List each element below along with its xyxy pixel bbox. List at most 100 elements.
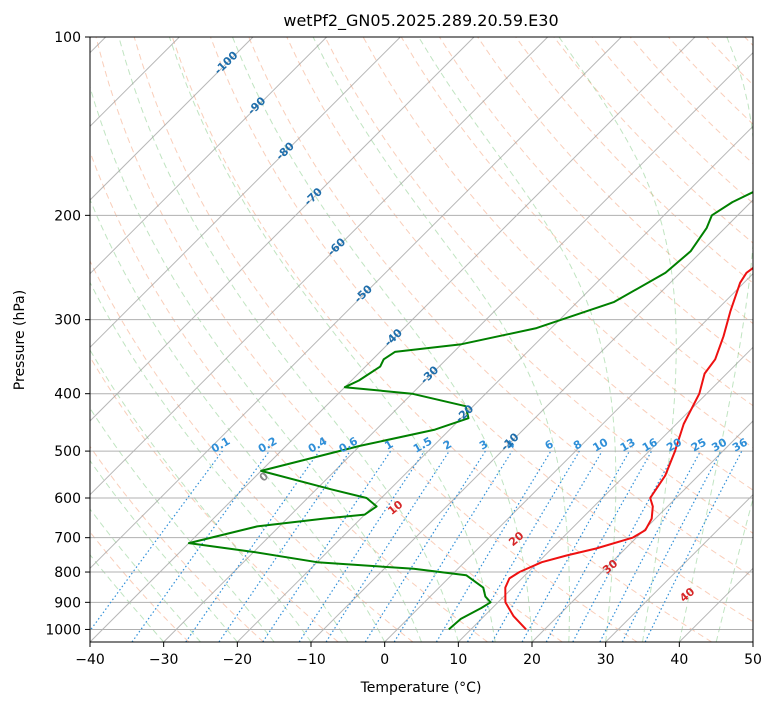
temperature-line xyxy=(504,266,753,631)
mixing-ratio-line xyxy=(185,450,320,642)
x-tick-label: 30 xyxy=(597,652,615,668)
dry-adiabat xyxy=(90,531,190,642)
isotherm xyxy=(752,641,753,642)
dry-adiabat xyxy=(95,37,563,642)
isotherm xyxy=(310,199,753,642)
dry-adiabat xyxy=(248,37,753,578)
moist-adiabat xyxy=(678,37,753,642)
dry-adiabat xyxy=(210,37,753,623)
moist-adiabat-label: 0 xyxy=(257,469,271,484)
y-tick-label: 400 xyxy=(54,387,81,403)
isotherm-label: -50 xyxy=(352,282,376,305)
dry-adiabat xyxy=(90,356,339,642)
isotherm xyxy=(678,567,753,642)
moist-adiabat xyxy=(90,198,386,642)
mixing-ratio-label: 16 xyxy=(640,435,660,454)
mixing-ratio-line xyxy=(131,450,270,642)
moist-adiabat-label: 40 xyxy=(677,585,697,605)
y-tick-label: 600 xyxy=(54,491,81,507)
isotherm-label: -30 xyxy=(418,363,442,386)
moist-adiabat xyxy=(232,37,533,642)
dry-adiabat xyxy=(171,37,712,642)
mixing-ratio-label: 10 xyxy=(591,435,611,454)
moist-adiabat-label: 20 xyxy=(506,529,526,549)
mixing-ratio-line xyxy=(644,450,743,642)
moist-adiabat xyxy=(168,37,496,642)
mixing-ratio-line xyxy=(435,450,552,642)
y-tick-label: 100 xyxy=(54,30,81,46)
dry-adiabat xyxy=(90,445,264,642)
moist-adiabat xyxy=(90,281,349,642)
dry-adiabat xyxy=(515,37,753,284)
mixing-ratio-label: 36 xyxy=(730,435,750,454)
isotherm xyxy=(90,37,622,570)
chart-title: wetPf2_GN05.2025.289.20.59.E30 xyxy=(283,11,558,31)
mixing-ratio-label: 1.5 xyxy=(411,435,434,456)
mixing-ratio-label: 25 xyxy=(689,436,709,455)
moist-adiabat xyxy=(118,37,459,642)
x-tick-label: −30 xyxy=(149,652,179,668)
isotherm xyxy=(90,37,254,201)
moist-adiabat xyxy=(90,553,165,642)
dry-adiabat xyxy=(324,37,753,491)
isotherm-label: -40 xyxy=(382,326,406,349)
dry-adiabat xyxy=(591,37,753,204)
dry-adiabat xyxy=(286,37,753,534)
dry-adiabat xyxy=(477,37,753,325)
mixing-ratio-line xyxy=(572,450,677,642)
series-lines xyxy=(187,191,753,631)
y-tick-label: 800 xyxy=(54,565,81,581)
isotherm-label: -10 xyxy=(498,430,522,453)
mixing-ratio-line xyxy=(325,450,450,642)
y-axis-label: Pressure (hPa) xyxy=(12,290,28,390)
mixing-ratio-label: 6 xyxy=(543,437,556,452)
x-axis: −40 −30 −20 −10 0 10 20 30 40 50 xyxy=(75,642,762,668)
moist-adiabat xyxy=(90,85,422,642)
mixing-ratio-label: 1 xyxy=(382,438,395,453)
moist-adiabat xyxy=(558,37,677,642)
mixing-ratio-line xyxy=(466,450,580,642)
isotherm xyxy=(90,37,696,642)
moist-adiabat xyxy=(715,497,753,642)
dry-adiabat xyxy=(90,150,488,642)
isotherm xyxy=(90,37,328,275)
mixing-ratio-line xyxy=(90,450,223,632)
isotherm xyxy=(90,37,475,422)
y-tick-label: 900 xyxy=(54,595,81,611)
isotherm-label: -100 xyxy=(212,49,241,78)
y-tick-label: 1000 xyxy=(45,622,81,638)
moist-adiabat-label: 30 xyxy=(600,557,620,577)
background-lines xyxy=(90,37,753,642)
x-tick-label: 20 xyxy=(523,652,541,668)
x-tick-label: −10 xyxy=(296,652,326,668)
y-tick-label: 200 xyxy=(54,208,81,224)
mixing-ratio-label: 0.6 xyxy=(337,434,361,455)
x-tick-label: 10 xyxy=(449,652,467,668)
dry-adiabat xyxy=(90,259,414,642)
moist-adiabat-label: 10 xyxy=(385,498,405,518)
moist-adiabat xyxy=(418,37,617,642)
x-axis-label: Temperature (°C) xyxy=(360,680,482,696)
mixing-ratio-line xyxy=(393,450,513,642)
mixing-ratio-label: 0.1 xyxy=(209,435,232,456)
isotherm-label: -90 xyxy=(245,94,269,117)
dewpoint-line xyxy=(187,191,753,631)
isotherm xyxy=(531,420,753,642)
y-tick-label: 500 xyxy=(54,444,81,460)
y-axis: 100 200 300 400 500 600 700 800 900 1000 xyxy=(45,30,90,638)
mixing-ratio-line xyxy=(218,450,351,642)
mixing-ratio-label: 3 xyxy=(477,438,490,453)
mixing-ratio-line xyxy=(545,450,653,642)
dry-adiabat xyxy=(744,37,753,47)
moist-adiabat xyxy=(90,407,275,642)
x-tick-label: 0 xyxy=(380,652,389,668)
moist-adiabat xyxy=(90,349,312,642)
mixing-ratio-label: 20 xyxy=(664,435,684,454)
mixing-ratio-line xyxy=(262,450,392,642)
y-tick-label: 700 xyxy=(54,531,81,547)
isotherm xyxy=(457,346,753,642)
dry-adiabat xyxy=(706,37,753,86)
isotherm xyxy=(90,37,549,496)
x-tick-label: 40 xyxy=(670,652,688,668)
